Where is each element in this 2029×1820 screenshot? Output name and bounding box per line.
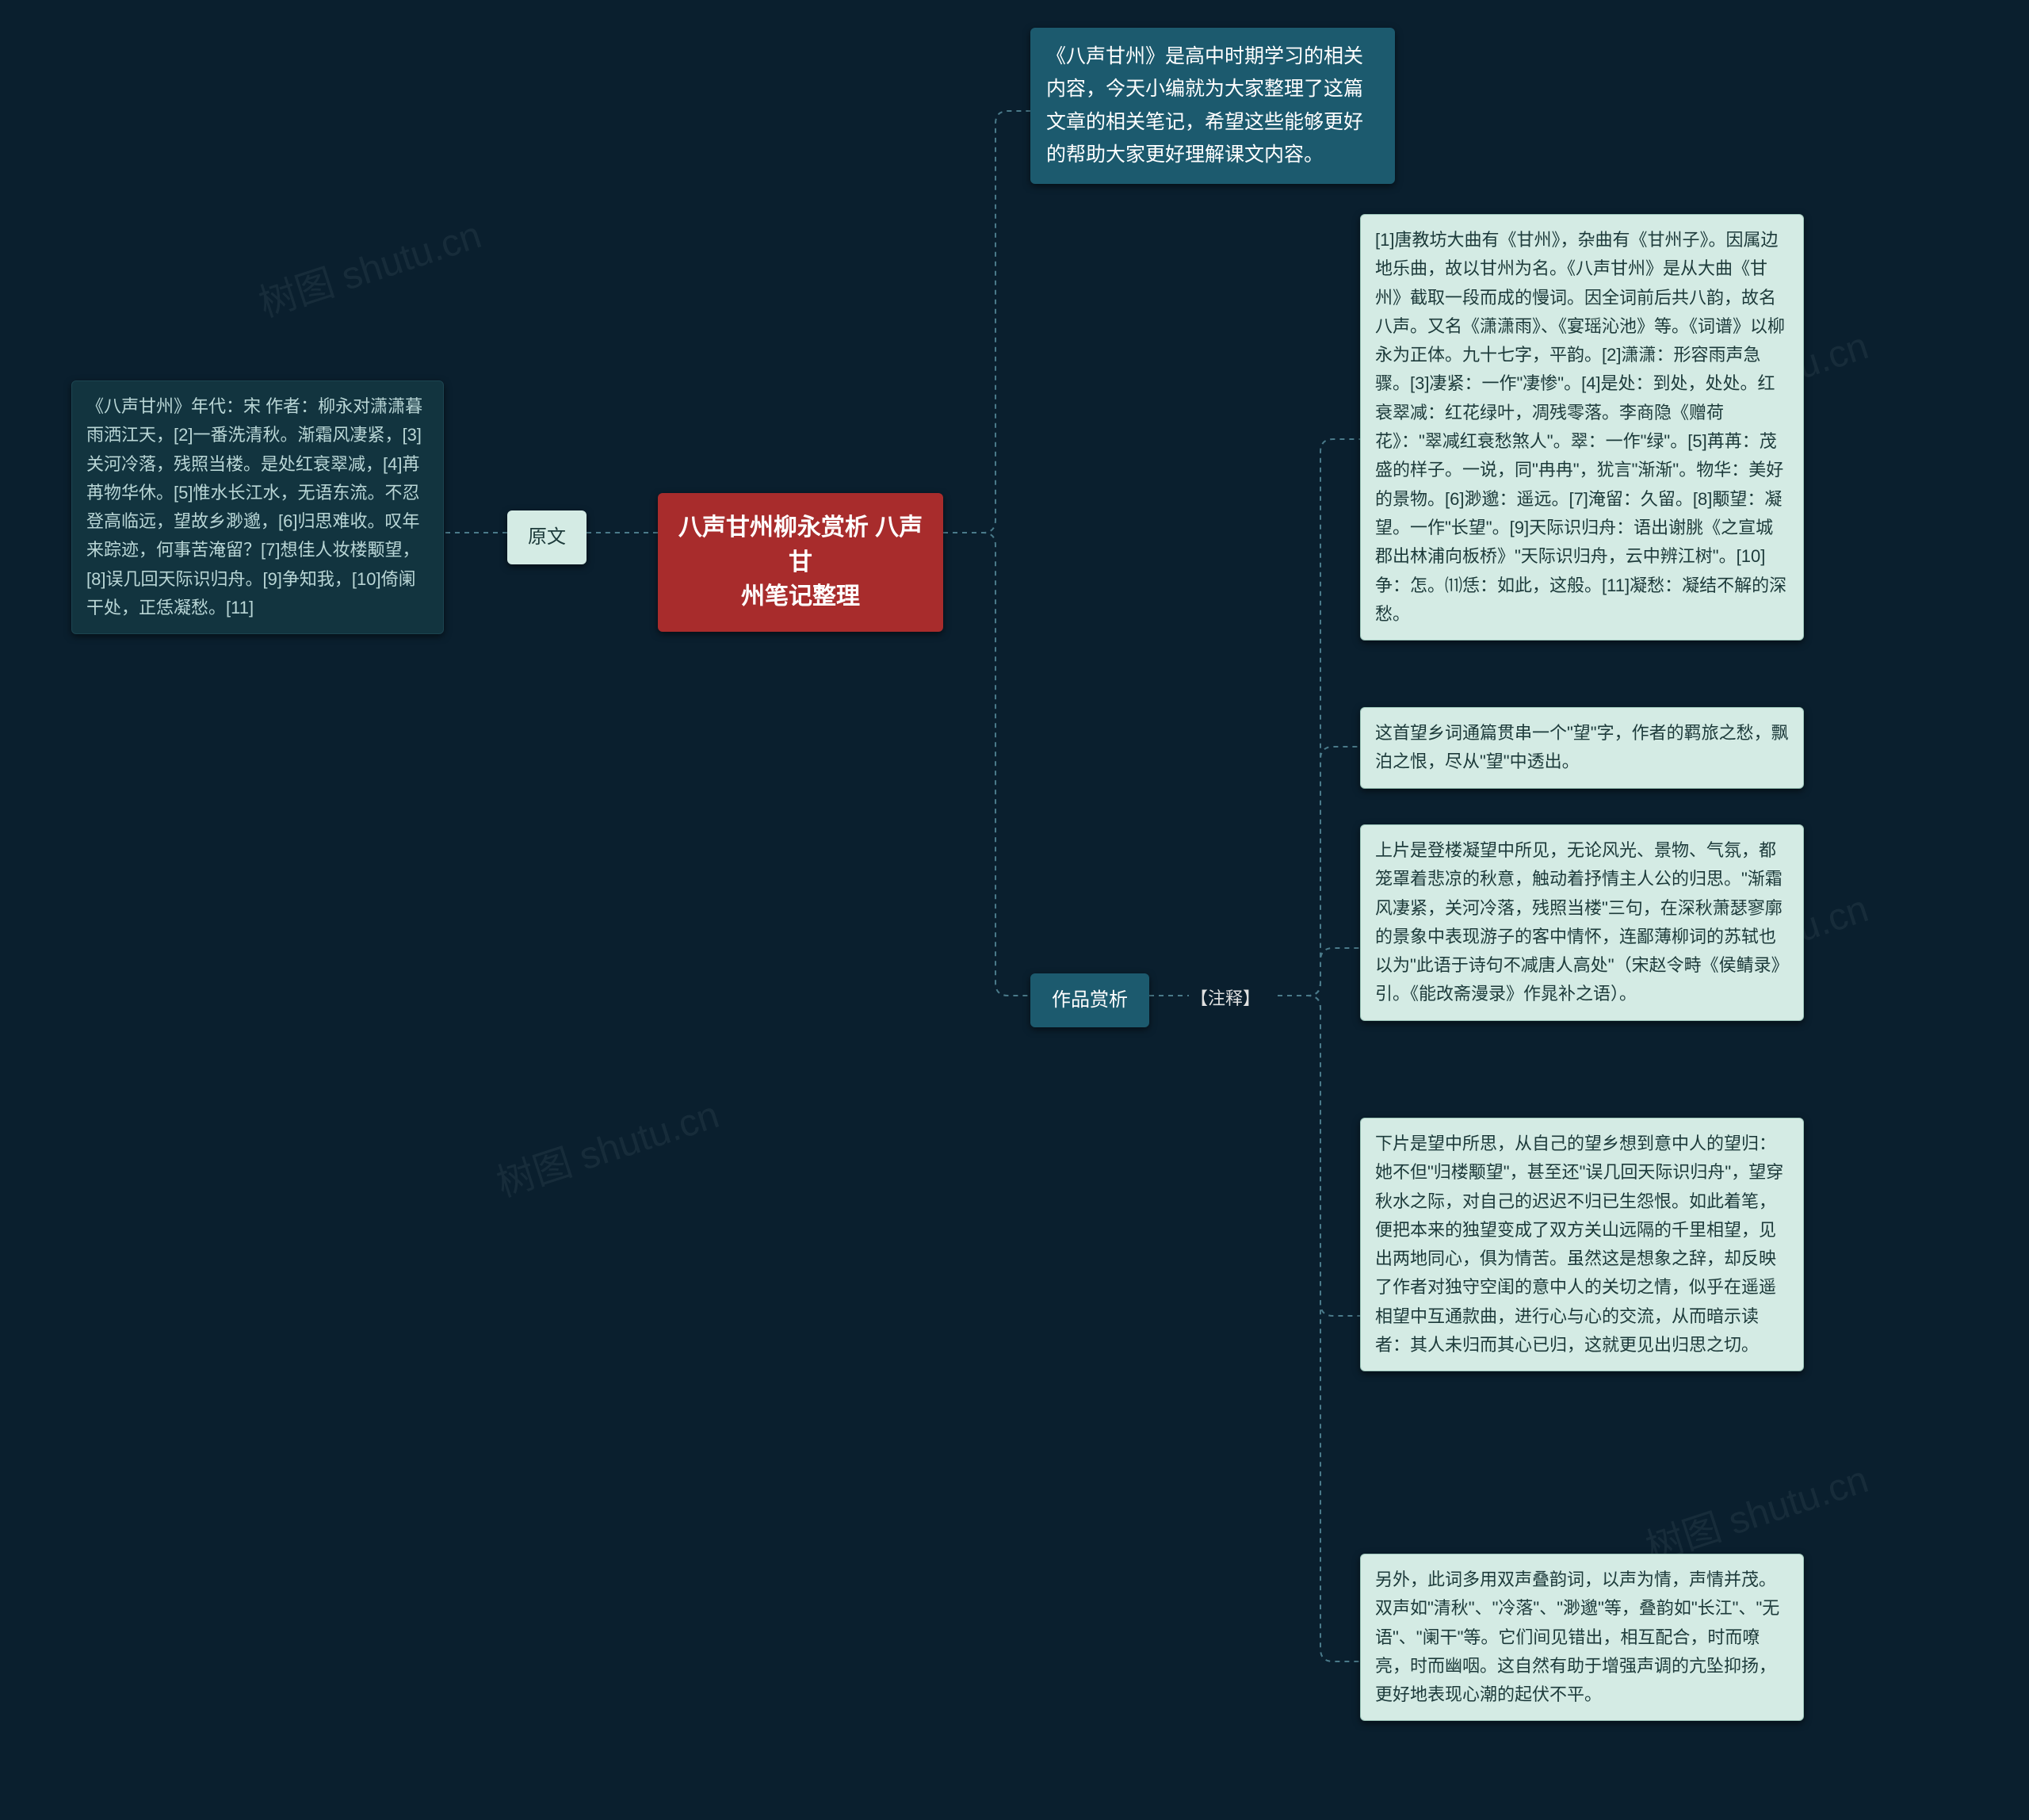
root-title-line2: 州笔记整理 bbox=[675, 579, 926, 614]
left-branch-label[interactable]: 原文 bbox=[507, 510, 587, 564]
appreciation-item-2: 这首望乡词通篇贯串一个"望"字，作者的羁旅之愁，飘泊之恨，尽从"望"中透出。 bbox=[1360, 707, 1804, 789]
annotation-sublabel: 【注释】 bbox=[1189, 978, 1278, 1019]
left-original-text: 《八声甘州》年代：宋 作者：柳永对潇潇暮雨洒江天，[2]一番洗清秋。渐霜风凄紧，… bbox=[71, 380, 444, 634]
root-title-line1: 八声甘州柳永赏析 八声甘 bbox=[675, 510, 926, 579]
intro-box: 《八声甘州》是高中时期学习的相关内容，今天小编就为大家整理了这篇文章的相关笔记，… bbox=[1030, 28, 1395, 184]
appreciation-item-1: [1]唐教坊大曲有《甘州》，杂曲有《甘州子》。因属边地乐曲，故以甘州为名。《八声… bbox=[1360, 214, 1804, 640]
appreciation-label[interactable]: 作品赏析 bbox=[1030, 973, 1149, 1027]
appreciation-item-5: 另外，此词多用双声叠韵词，以声为情，声情并茂。双声如"清秋"、"冷落"、"渺邈"… bbox=[1360, 1554, 1804, 1721]
watermark: 树图 shutu.cn bbox=[488, 1084, 724, 1207]
appreciation-item-4: 下片是望中所思，从自己的望乡想到意中人的望归：她不但"归楼颙望"，甚至还"误几回… bbox=[1360, 1118, 1804, 1371]
appreciation-item-3: 上片是登楼凝望中所见，无论风光、景物、气氛，都笼罩着悲凉的秋意，触动着抒情主人公… bbox=[1360, 824, 1804, 1021]
watermark: 树图 shutu.cn bbox=[250, 204, 487, 327]
root-node[interactable]: 八声甘州柳永赏析 八声甘 州笔记整理 bbox=[658, 493, 943, 632]
